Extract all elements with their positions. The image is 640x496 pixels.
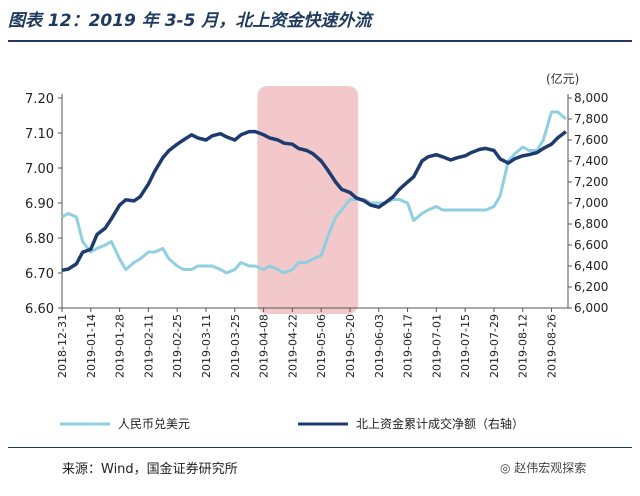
x-tick-label: 2019-01-28 xyxy=(114,314,127,378)
right-tick-label: 7,200 xyxy=(574,175,608,189)
x-tick-label: 2019-03-25 xyxy=(229,314,242,378)
right-tick-label: 6,200 xyxy=(574,280,608,294)
chart-title: 图表 12：2019 年 3-5 月，北上资金快速外流 xyxy=(8,11,372,31)
left-tick-label: 6.60 xyxy=(25,302,54,317)
right-tick-label: 7,000 xyxy=(574,196,608,210)
right-tick-label: 6,600 xyxy=(574,238,608,252)
x-tick-label: 2019-06-03 xyxy=(373,314,386,378)
left-tick-label: 7.00 xyxy=(25,162,54,177)
x-tick-label: 2018-12-31 xyxy=(56,314,69,378)
x-tick-label: 2019-05-20 xyxy=(344,314,357,378)
series-line-northbound xyxy=(61,129,567,272)
x-tick-label: 2019-08-26 xyxy=(546,314,559,378)
right-tick-label: 7,400 xyxy=(574,154,608,168)
series-line-usdcny xyxy=(61,110,567,275)
series-lines xyxy=(61,110,567,275)
right-tick-label: 6,000 xyxy=(574,301,608,315)
x-tick-label: 2019-01-14 xyxy=(85,314,98,378)
x-tick-label: 2019-02-25 xyxy=(171,314,184,378)
right-tick-label: 6,400 xyxy=(574,259,608,273)
x-tick-label: 2019-05-06 xyxy=(315,314,328,378)
x-tick-label: 2019-06-17 xyxy=(402,314,415,378)
right-tick-label: 7,800 xyxy=(574,112,608,126)
x-tick-label: 2019-08-12 xyxy=(517,314,530,378)
wechat-badge: ◎ 赵伟宏观探索 xyxy=(500,459,586,476)
left-tick-label: 6.70 xyxy=(25,267,54,282)
right-tick-label: 6,800 xyxy=(574,217,608,231)
left-tick-label: 7.20 xyxy=(25,92,54,107)
x-tick-label: 2019-04-22 xyxy=(286,314,299,378)
right-axis-ticks: 6,000 6,200 6,400 6,600 6,800 7,000 7,200 7,400… xyxy=(568,91,608,315)
left-tick-label: 6.90 xyxy=(25,197,54,212)
legend: 人民币兑美元 北上资金累计成交净额（右轴） xyxy=(60,416,524,431)
legend-rule xyxy=(8,447,632,448)
x-axis-ticks: 2018-12-31 2019-01-14 2019-01-28 2019-02-11… xyxy=(56,308,559,378)
wechat-icon: ◎ xyxy=(500,461,515,475)
legend-label-northbound: 北上资金累计成交净额（右轴） xyxy=(356,416,524,431)
x-tick-label: 2019-07-01 xyxy=(430,314,443,378)
highlight-band xyxy=(257,86,359,314)
left-tick-label: 7.10 xyxy=(25,127,54,142)
wechat-account: 赵伟宏观探索 xyxy=(514,461,587,475)
source-note: 来源：Wind，国金证券研究所 xyxy=(62,462,238,477)
title-rule xyxy=(8,40,632,42)
x-tick-label: 2019-07-29 xyxy=(488,314,501,378)
x-tick-label: 2019-02-11 xyxy=(142,314,155,378)
legend-label-usdcny: 人民币兑美元 xyxy=(118,417,190,431)
right-axis-unit: (亿元) xyxy=(546,72,580,86)
x-tick-label: 2019-07-15 xyxy=(459,314,472,378)
left-tick-label: 6.80 xyxy=(25,232,54,247)
axes xyxy=(61,94,569,309)
x-tick-label: 2019-03-11 xyxy=(200,314,213,378)
left-axis-ticks: 6.60 6.70 6.80 6.90 7.00 7.10 7.20 xyxy=(25,92,62,317)
right-tick-label: 8,000 xyxy=(574,91,608,105)
x-tick-label: 2019-04-08 xyxy=(258,314,271,378)
right-tick-label: 7,600 xyxy=(574,133,608,147)
